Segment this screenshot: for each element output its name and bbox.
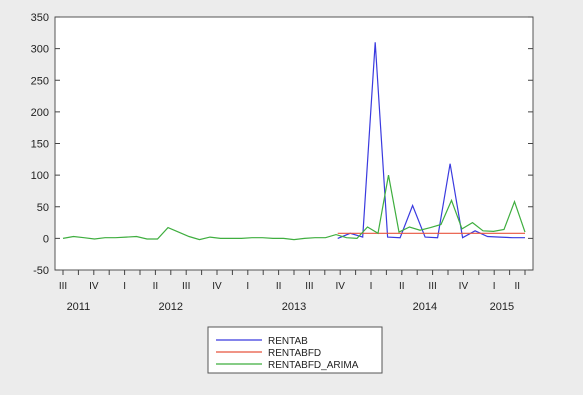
x-year-label: 2013 bbox=[282, 301, 306, 313]
x-tick-label: II bbox=[399, 281, 405, 292]
x-tick-label: IV bbox=[212, 281, 222, 292]
x-tick-label: III bbox=[182, 281, 190, 292]
x-tick-label: I bbox=[370, 281, 373, 292]
plot-area bbox=[54, 16, 534, 271]
y-tick-label: 300 bbox=[31, 44, 49, 56]
legend-label: RENTABFD bbox=[268, 348, 321, 359]
series-line-rentabfd_arima bbox=[62, 174, 526, 241]
x-tick-label: I bbox=[493, 281, 496, 292]
y-tick-label: 0 bbox=[43, 233, 49, 245]
x-tick-label: IV bbox=[89, 281, 99, 292]
series-lines bbox=[62, 42, 526, 241]
x-tick-label: III bbox=[59, 281, 67, 292]
x-tick-label: II bbox=[153, 281, 159, 292]
x-tick-label: II bbox=[276, 281, 282, 292]
x-year-label: 2011 bbox=[67, 301, 91, 313]
x-tick-label: IV bbox=[335, 281, 345, 292]
x-tick-label: III bbox=[428, 281, 436, 292]
y-tick-label: 100 bbox=[31, 170, 49, 182]
x-year-label: 2015 bbox=[490, 301, 514, 313]
legend-box bbox=[207, 326, 383, 374]
x-tick-label: I bbox=[123, 281, 126, 292]
legend-label: RENTABFD_ARIMA bbox=[268, 360, 359, 371]
y-tick-label: -50 bbox=[33, 265, 49, 277]
legend-label: RENTAB bbox=[268, 336, 308, 347]
x-year-label: 2012 bbox=[159, 301, 183, 313]
y-tick-label: 50 bbox=[37, 202, 49, 214]
x-tick-label: I bbox=[246, 281, 249, 292]
y-tick-label: 250 bbox=[31, 75, 49, 87]
series-line-rentab bbox=[337, 42, 525, 239]
x-tick-label: IV bbox=[459, 281, 469, 292]
y-tick-label: 150 bbox=[31, 139, 49, 151]
x-tick-label: II bbox=[515, 281, 521, 292]
x-year-label: 2014 bbox=[413, 301, 437, 313]
x-tick-label: III bbox=[305, 281, 313, 292]
y-tick-label: 200 bbox=[31, 107, 49, 119]
y-axis: -50 0 50 100 150 200 250 300 350 bbox=[31, 12, 533, 277]
y-tick-label: 350 bbox=[31, 12, 49, 24]
